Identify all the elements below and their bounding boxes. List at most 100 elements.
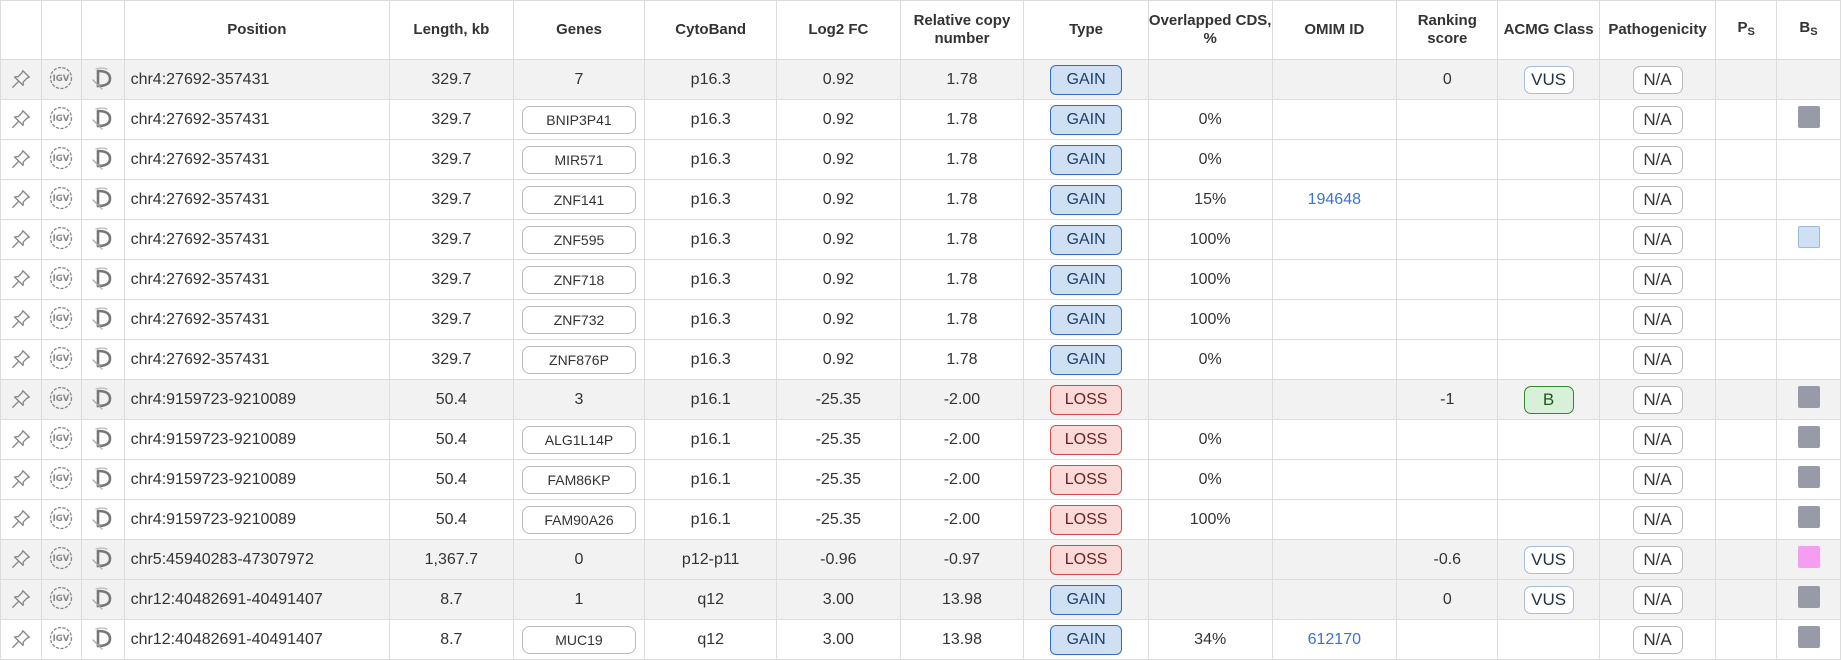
igv-icon[interactable]: IGV <box>47 264 75 292</box>
igv-icon[interactable]: IGV <box>47 624 75 652</box>
igv-icon[interactable]: IGV <box>47 584 75 612</box>
pathogenicity-badge[interactable]: N/A <box>1632 345 1683 374</box>
omim-link[interactable]: 194648 <box>1307 190 1361 208</box>
gene-chip[interactable]: FAM86KP <box>521 465 636 494</box>
table-row[interactable]: IGV chr4:27692-357431 329.7 MIR571 p16.3… <box>0 139 1841 180</box>
decipher-icon[interactable] <box>89 544 117 572</box>
gene-chip[interactable]: ZNF876P <box>521 345 636 374</box>
pathogenicity-badge[interactable]: N/A <box>1632 225 1683 254</box>
decipher-icon[interactable] <box>89 504 117 532</box>
pin-icon[interactable] <box>7 65 35 93</box>
decipher-icon[interactable] <box>89 424 117 452</box>
decipher-icon[interactable] <box>89 624 117 652</box>
table-row[interactable]: IGV chr4:27692-357431 329.7 BNIP3P41 p16… <box>0 99 1841 140</box>
table-row-group[interactable]: IGV chr4:9159723-9210089 50.4 3 p16.1 -2… <box>0 379 1841 420</box>
table-row-group[interactable]: IGV chr4:27692-357431 329.7 7 p16.3 0.92… <box>0 59 1841 100</box>
pathogenicity-badge[interactable]: N/A <box>1632 585 1683 614</box>
decipher-icon[interactable] <box>89 104 117 132</box>
header-overlapped-cds[interactable]: Overlapped CDS, % <box>1147 0 1273 60</box>
pathogenicity-badge[interactable]: N/A <box>1632 265 1683 294</box>
gene-chip[interactable]: BNIP3P41 <box>521 105 636 134</box>
header-length[interactable]: Length, kb <box>389 0 514 60</box>
table-row[interactable]: IGV chr4:27692-357431 329.7 ZNF595 p16.3… <box>0 219 1841 260</box>
bs-evidence-marker[interactable] <box>1797 506 1820 528</box>
omim-link[interactable]: 612170 <box>1307 630 1361 648</box>
decipher-icon[interactable] <box>89 64 117 92</box>
table-row[interactable]: IGV chr4:9159723-9210089 50.4 FAM86KP p1… <box>0 459 1841 500</box>
acmg-badge[interactable]: B <box>1523 385 1574 414</box>
header-relative-copy-number[interactable]: Relative copy number <box>899 0 1025 60</box>
acmg-badge[interactable]: VUS <box>1523 65 1574 94</box>
header-genes[interactable]: Genes <box>512 0 646 60</box>
header-bs[interactable]: BS <box>1776 0 1841 60</box>
pin-icon[interactable] <box>7 505 35 533</box>
table-row[interactable]: IGV chr4:27692-357431 329.7 ZNF732 p16.3… <box>0 299 1841 340</box>
gene-chip[interactable]: ZNF595 <box>521 225 636 254</box>
pathogenicity-badge[interactable]: N/A <box>1632 65 1683 94</box>
decipher-icon[interactable] <box>89 184 117 212</box>
decipher-icon[interactable] <box>89 224 117 252</box>
gene-chip[interactable]: ALG1L14P <box>521 425 636 454</box>
bs-evidence-marker[interactable] <box>1797 586 1820 608</box>
igv-icon[interactable]: IGV <box>47 464 75 492</box>
table-row-group[interactable]: IGV chr5:45940283-47307972 1,367.7 0 p12… <box>0 539 1841 580</box>
bs-evidence-marker[interactable] <box>1797 546 1820 568</box>
pathogenicity-badge[interactable]: N/A <box>1632 385 1683 414</box>
header-cytoband[interactable]: CytoBand <box>644 0 778 60</box>
igv-icon[interactable]: IGV <box>47 504 75 532</box>
igv-icon[interactable]: IGV <box>47 104 75 132</box>
acmg-badge[interactable]: VUS <box>1523 585 1574 614</box>
igv-icon[interactable]: IGV <box>47 64 75 92</box>
header-type[interactable]: Type <box>1023 0 1149 60</box>
gene-chip[interactable]: ZNF718 <box>521 265 636 294</box>
gene-chip[interactable]: MUC19 <box>521 625 636 654</box>
igv-icon[interactable]: IGV <box>47 424 75 452</box>
pathogenicity-badge[interactable]: N/A <box>1632 545 1683 574</box>
table-row[interactable]: IGV chr4:27692-357431 329.7 ZNF876P p16.… <box>0 339 1841 380</box>
header-omim-id[interactable]: OMIM ID <box>1271 0 1398 60</box>
igv-icon[interactable]: IGV <box>47 224 75 252</box>
decipher-icon[interactable] <box>89 384 117 412</box>
pathogenicity-badge[interactable]: N/A <box>1632 105 1683 134</box>
table-row[interactable]: IGV chr4:27692-357431 329.7 ZNF141 p16.3… <box>0 179 1841 220</box>
igv-icon[interactable]: IGV <box>47 544 75 572</box>
decipher-icon[interactable] <box>89 344 117 372</box>
gene-chip[interactable]: ZNF732 <box>521 305 636 334</box>
decipher-icon[interactable] <box>89 464 117 492</box>
gene-chip[interactable]: ZNF141 <box>521 185 636 214</box>
acmg-badge[interactable]: VUS <box>1523 545 1574 574</box>
table-row-group[interactable]: IGV chr12:40482691-40491407 8.7 1 q12 3.… <box>0 579 1841 620</box>
decipher-icon[interactable] <box>89 584 117 612</box>
table-row[interactable]: IGV chr4:27692-357431 329.7 ZNF718 p16.3… <box>0 259 1841 300</box>
igv-icon[interactable]: IGV <box>47 304 75 332</box>
pin-icon[interactable] <box>7 145 35 173</box>
pin-icon[interactable] <box>7 305 35 333</box>
bs-evidence-marker[interactable] <box>1797 106 1820 128</box>
pin-icon[interactable] <box>7 465 35 493</box>
pathogenicity-badge[interactable]: N/A <box>1632 625 1683 654</box>
igv-icon[interactable]: IGV <box>47 184 75 212</box>
pin-icon[interactable] <box>7 425 35 453</box>
decipher-icon[interactable] <box>89 144 117 172</box>
table-row[interactable]: IGV chr4:9159723-9210089 50.4 FAM90A26 p… <box>0 499 1841 540</box>
header-acmg-class[interactable]: ACMG Class <box>1497 0 1600 60</box>
bs-evidence-marker[interactable] <box>1797 226 1820 248</box>
pathogenicity-badge[interactable]: N/A <box>1632 465 1683 494</box>
pin-icon[interactable] <box>7 345 35 373</box>
pin-icon[interactable] <box>7 585 35 613</box>
bs-evidence-marker[interactable] <box>1797 386 1820 408</box>
pin-icon[interactable] <box>7 385 35 413</box>
pin-icon[interactable] <box>7 545 35 573</box>
table-row[interactable]: IGV chr4:9159723-9210089 50.4 ALG1L14P p… <box>0 419 1841 460</box>
pin-icon[interactable] <box>7 225 35 253</box>
igv-icon[interactable]: IGV <box>47 384 75 412</box>
header-pathogenicity[interactable]: Pathogenicity <box>1598 0 1717 60</box>
decipher-icon[interactable] <box>89 304 117 332</box>
pin-icon[interactable] <box>7 105 35 133</box>
bs-evidence-marker[interactable] <box>1797 466 1820 488</box>
header-ranking-score[interactable]: Ranking score <box>1396 0 1499 60</box>
pathogenicity-badge[interactable]: N/A <box>1632 305 1683 334</box>
pathogenicity-badge[interactable]: N/A <box>1632 425 1683 454</box>
bs-evidence-marker[interactable] <box>1797 426 1820 448</box>
bs-evidence-marker[interactable] <box>1797 626 1820 648</box>
